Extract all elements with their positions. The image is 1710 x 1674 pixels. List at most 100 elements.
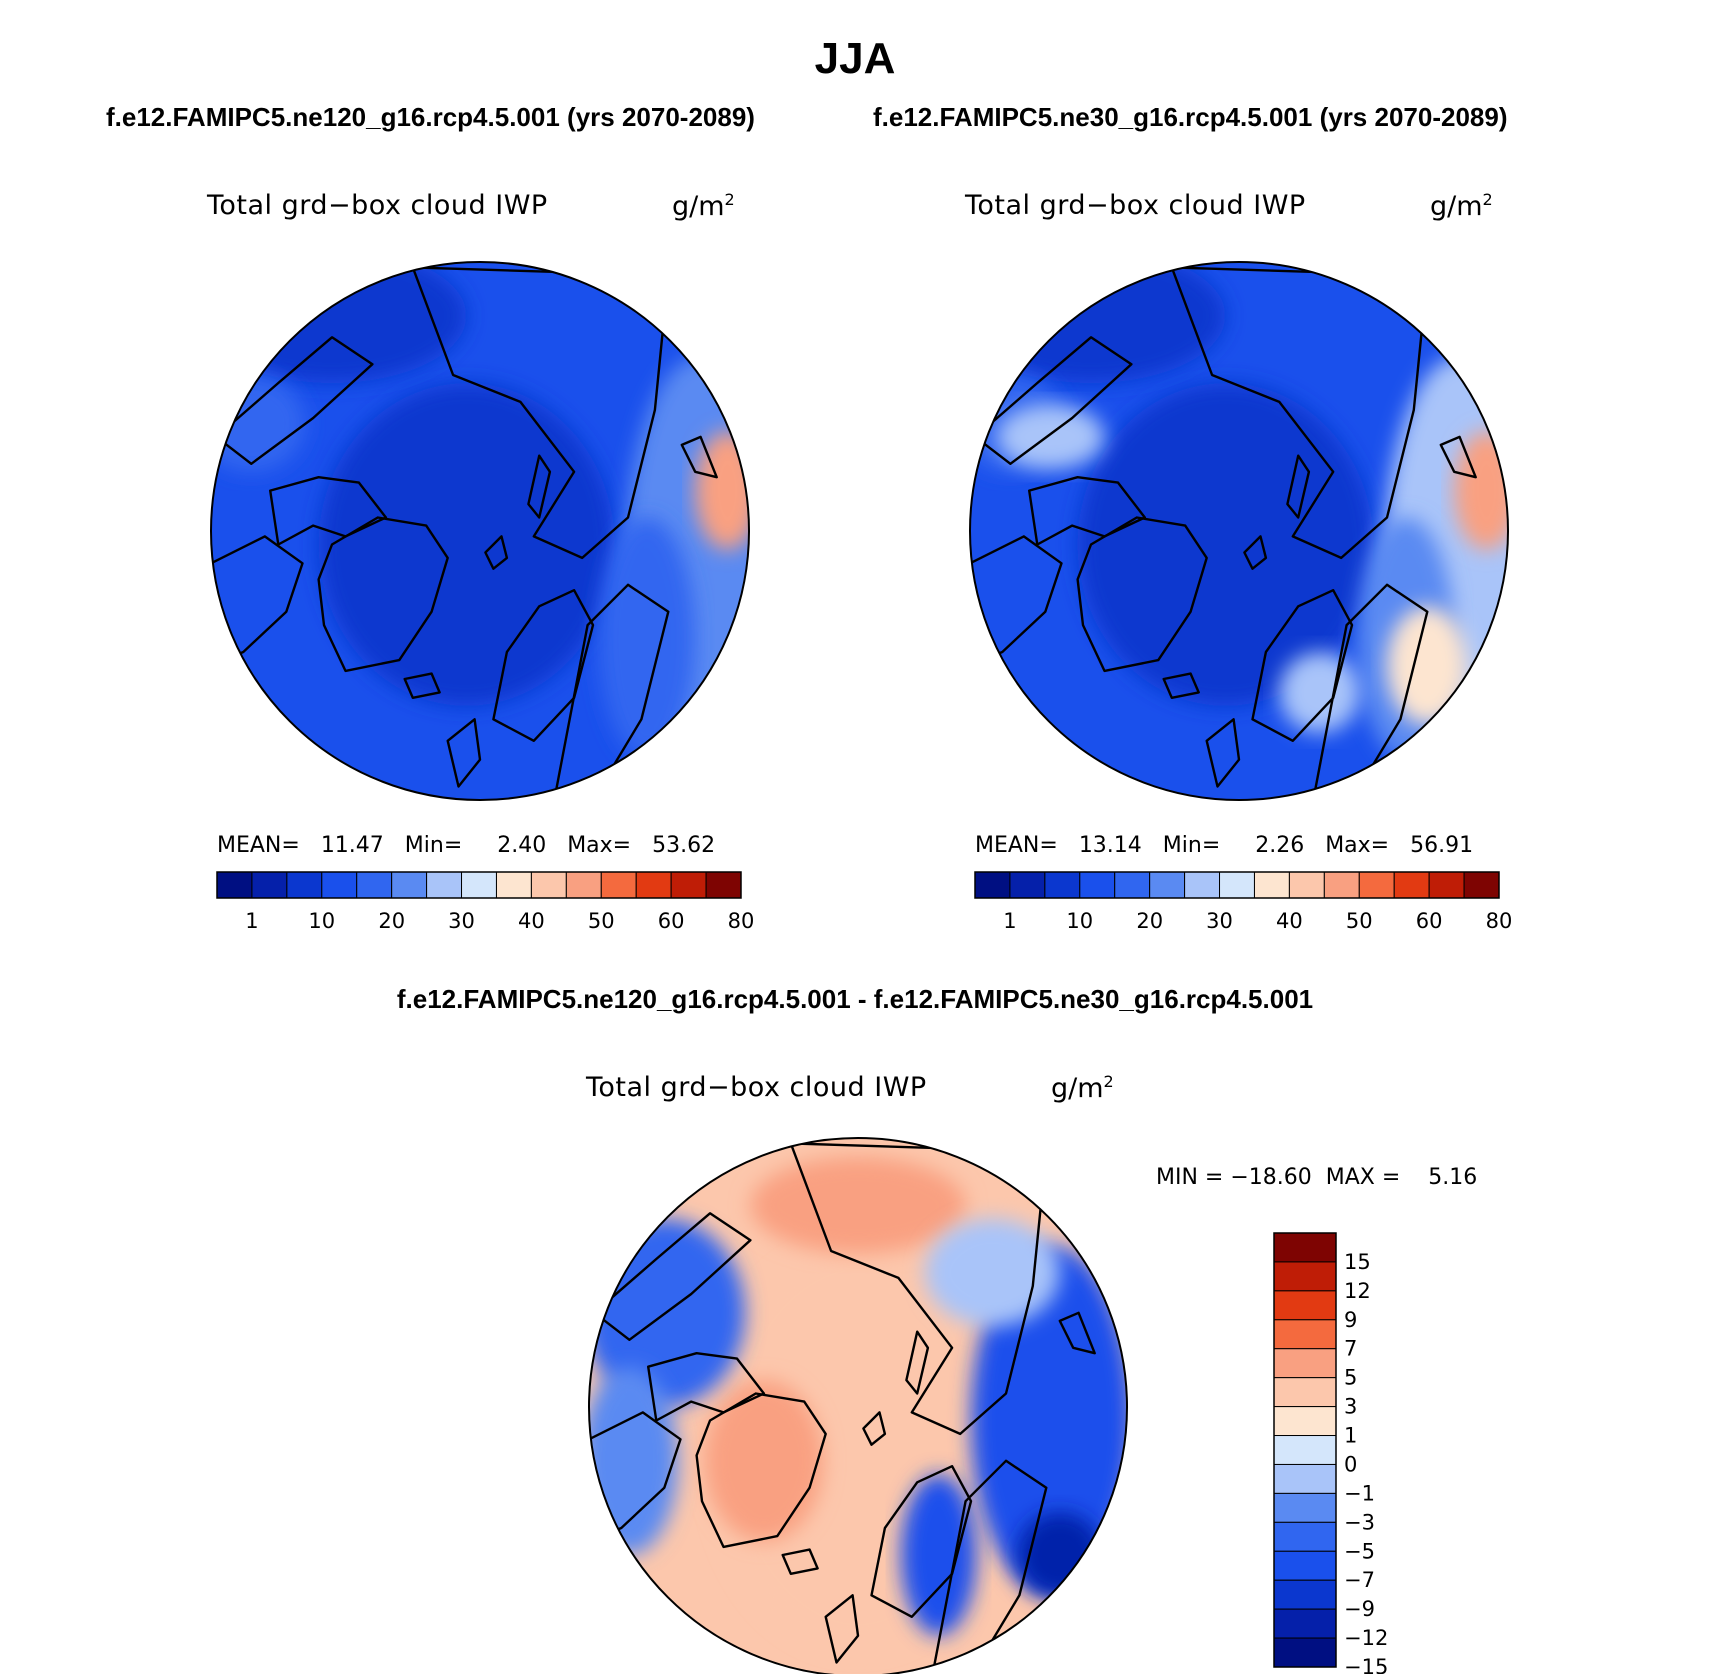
colorbar-box — [1273, 1492, 1337, 1523]
colorbar-box — [391, 871, 428, 899]
coastline-iceland — [781, 1548, 819, 1575]
colorbar-tick-label: −3 — [1344, 1510, 1375, 1534]
colorbar-tick-label: −12 — [1344, 1626, 1388, 1650]
colorbar-box — [1273, 1261, 1337, 1292]
colorbar-tick-label: 7 — [1344, 1337, 1357, 1361]
colorbar-box — [974, 871, 1011, 899]
colorbar-box — [670, 871, 707, 899]
coastline-canadaArch — [269, 476, 388, 546]
colorbar-tick-label: 40 — [1276, 909, 1303, 933]
colorbar-box — [1219, 871, 1255, 899]
coastline-canadaArch — [647, 1352, 766, 1422]
coastline-canadaArch — [1028, 476, 1146, 546]
colorbar-box — [216, 871, 253, 899]
colorbar-tick-label: −5 — [1344, 1539, 1375, 1563]
coastline-iceland — [1162, 672, 1200, 699]
colorbar-tick-label: 5 — [1344, 1366, 1357, 1390]
coastline-iceland — [403, 672, 441, 699]
coastlines — [970, 266, 1477, 796]
colorbar-box — [356, 871, 393, 899]
coastline-alaska — [215, 336, 374, 465]
colorbar-tick-label: 9 — [1344, 1308, 1357, 1332]
coastline-greenland — [695, 1392, 827, 1549]
field-bering-light — [925, 1218, 1060, 1327]
colorbar-box — [1044, 871, 1081, 899]
colorbar-tick-label: 30 — [1206, 909, 1233, 933]
coastline-novaya — [527, 454, 552, 519]
colorbar-box — [530, 871, 567, 899]
colorbar-box — [1463, 871, 1500, 899]
colorbar-box — [1273, 1608, 1337, 1639]
coastline-scandinavia — [492, 589, 595, 742]
colorbar-box — [565, 871, 602, 899]
colorbar-box — [1273, 1348, 1337, 1379]
panel-diff-units: g/m2 — [1051, 1072, 1114, 1104]
coastlines — [211, 266, 718, 796]
colorbar-box — [1273, 1579, 1337, 1610]
colorbar-box — [251, 871, 288, 899]
colorbar-outline-ne120 — [216, 871, 742, 899]
coastline-northAmerica — [970, 535, 1063, 667]
field-atlantic-negative — [970, 1245, 1127, 1596]
colorbar-tick-label: 1 — [245, 909, 258, 933]
field-arctic-low — [318, 383, 615, 706]
diff-title: f.e12.FAMIPC5.ne120_g16.rcp4.5.001 - f.e… — [396, 984, 1314, 1014]
map-panel-panel_ne30 — [970, 262, 1508, 800]
field-baltic — [1279, 652, 1361, 733]
colorbar-box — [1273, 1435, 1337, 1465]
colorbar-box — [1273, 1637, 1337, 1668]
colorbar-box — [1288, 871, 1325, 899]
panel-diff-title: Total grd−box cloud IWP — [586, 1072, 927, 1103]
panel-diff-stats: MIN = −18.60 MAX = 5.16 — [1156, 1165, 1478, 1190]
coastline-northAmerica — [211, 535, 304, 667]
colorbar-box — [1273, 1319, 1337, 1350]
field-arctic-low — [1077, 383, 1374, 706]
field-greenland-positive — [704, 1380, 824, 1542]
field-siberia-positive — [750, 1156, 966, 1254]
field-light-patch — [996, 404, 1105, 470]
panel-ne120-units: g/m2 — [672, 190, 735, 222]
coastline-kamchatka — [680, 435, 718, 479]
colorbar-box — [1393, 871, 1430, 899]
panel-ne120-stats: MEAN= 11.47 Min= 2.40 Max= 53.62 — [217, 833, 716, 858]
coastline-svalbard — [484, 535, 509, 570]
colorbar-tick-label: 20 — [1136, 909, 1163, 933]
colorbar-tick-label: −15 — [1344, 1655, 1388, 1674]
coastline-uk — [446, 718, 482, 788]
colorbar-box — [1273, 1232, 1337, 1263]
coastline-alaska — [974, 336, 1133, 465]
colorbar-tick-label: 80 — [728, 909, 755, 933]
colorbar-tick-label: 3 — [1344, 1395, 1357, 1419]
colorbar-tick-label: 15 — [1344, 1250, 1371, 1274]
colorbar-box — [1273, 1290, 1337, 1321]
colorbar-box — [1273, 1377, 1337, 1408]
subtitle-right: f.e12.FAMIPC5.ne30_g16.rcp4.5.001 (yrs 2… — [873, 102, 1508, 132]
coastline-scandinavia — [1251, 589, 1354, 742]
panel-ne30-title: Total grd−box cloud IWP — [965, 190, 1306, 221]
map-border-panel_ne120 — [210, 261, 750, 801]
colorbar-tick-label: 60 — [658, 909, 685, 933]
coastline-greenland — [1076, 516, 1208, 673]
colorbar-box — [1149, 871, 1186, 899]
colorbar-box — [1273, 1463, 1337, 1494]
colorbar-tick-label: 50 — [1346, 909, 1373, 933]
colorbar-outline-ne30 — [974, 871, 1500, 899]
colorbar-tick-label: −1 — [1344, 1481, 1375, 1505]
colorbar-tick-label: 20 — [378, 909, 405, 933]
colorbar-box — [1428, 871, 1465, 899]
colorbar-box — [1079, 871, 1116, 899]
colorbar-tick-label: 60 — [1416, 909, 1443, 933]
colorbar-box — [495, 871, 532, 899]
coastline-novaya — [905, 1330, 930, 1395]
colorbar-tick-label: 40 — [518, 909, 545, 933]
colorbar-box — [635, 871, 672, 899]
colorbar-box — [461, 871, 497, 899]
colorbar-box — [426, 871, 463, 899]
colorbar-box — [321, 871, 358, 899]
colorbar-tick-label: 80 — [1486, 909, 1513, 933]
coastline-alaska — [593, 1212, 752, 1341]
coastline-svalbard — [1243, 535, 1268, 570]
coastline-siberia — [411, 266, 670, 560]
panel-ne30-units: g/m2 — [1430, 190, 1493, 222]
